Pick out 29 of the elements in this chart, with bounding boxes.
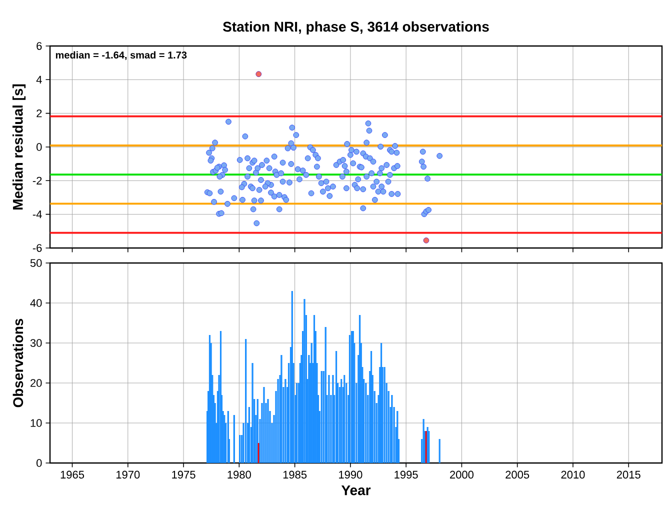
y-tick-label: 6 xyxy=(36,42,42,50)
x-tick-label: 2010 xyxy=(561,470,585,479)
y-tick-label: 2 xyxy=(36,109,42,118)
y-tick-label: 20 xyxy=(30,379,42,387)
x-tick-label: 1980 xyxy=(228,470,251,479)
x-tick-label: 1970 xyxy=(116,470,140,479)
chart-title: Station NRI, phase S, 3614 observations xyxy=(222,21,489,34)
x-tick-label: 2000 xyxy=(450,470,474,479)
y-axis-title: Median residual [s] xyxy=(12,84,26,210)
y-tick-label: 30 xyxy=(30,339,42,347)
y-tick-label: 4 xyxy=(36,76,42,84)
x-tick-label: 1975 xyxy=(172,470,196,479)
y-tick-label: 10 xyxy=(30,419,42,427)
x-tick-label: 1990 xyxy=(339,470,362,479)
x-tick-label: 2005 xyxy=(506,470,530,479)
y-tick-label: 50 xyxy=(30,259,42,267)
x-tick-label: 1995 xyxy=(394,470,418,479)
y-tick-label: 0 xyxy=(36,143,42,151)
y-axis-title: Observations xyxy=(12,318,24,408)
x-tick-label: 1965 xyxy=(60,470,84,479)
annotation: median = -1.64, smad = 1.73 xyxy=(56,51,187,60)
x-tick-label: 2015 xyxy=(616,470,640,479)
y-tick-label: -4 xyxy=(32,210,42,218)
y-tick-label: 40 xyxy=(30,299,42,307)
y-tick-label: -2 xyxy=(32,176,42,184)
x-axis-title: Year xyxy=(341,485,371,496)
y-tick-label: -6 xyxy=(32,244,42,252)
y-tick-label: 0 xyxy=(36,459,42,467)
x-tick-label: 1985 xyxy=(283,470,307,479)
